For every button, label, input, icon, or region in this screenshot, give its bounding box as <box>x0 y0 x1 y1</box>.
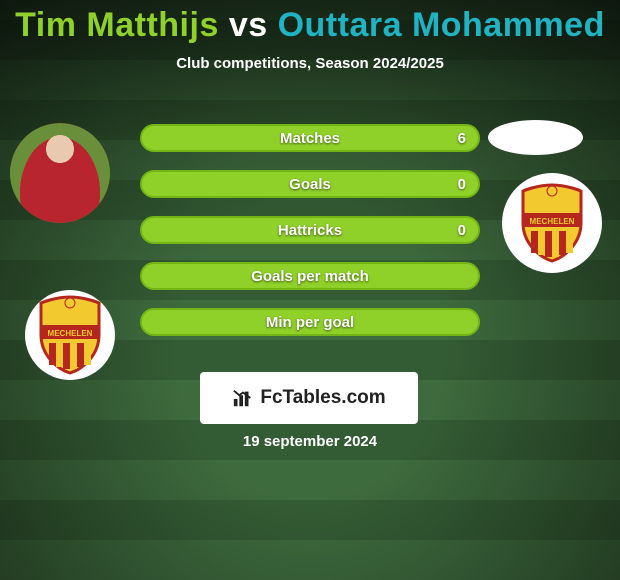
svg-text:MECHELEN: MECHELEN <box>530 217 575 226</box>
player2-club-crest: MECHELEN <box>502 173 602 273</box>
stat-bar-matches: Matches 6 <box>140 124 480 152</box>
stat-bar-goals-per-match: Goals per match <box>140 262 480 290</box>
source-badge-text: FcTables.com <box>260 387 385 409</box>
shield-icon: MECHELEN <box>35 295 105 375</box>
page-title: Tim Matthijs vs Outtara Mohammed <box>0 0 620 45</box>
player1-club-crest: MECHELEN <box>25 290 115 380</box>
player2-photo <box>488 120 583 155</box>
title-player2: Outtara Mohammed <box>278 6 605 44</box>
stat-bar-hattricks: Hattricks 0 <box>140 216 480 244</box>
bar-label: Goals <box>289 176 331 193</box>
comparison-card: Tim Matthijs vs Outtara Mohammed Club co… <box>0 0 620 580</box>
bar-value: 0 <box>458 176 466 193</box>
source-badge: FcTables.com <box>200 372 418 424</box>
shield-icon: MECHELEN <box>517 183 587 263</box>
snapshot-date: 19 september 2024 <box>0 433 620 450</box>
bar-label: Matches <box>280 130 340 147</box>
bar-value: 0 <box>458 222 466 239</box>
bar-label: Hattricks <box>278 222 342 239</box>
svg-text:MECHELEN: MECHELEN <box>48 329 93 338</box>
bar-chart-icon <box>232 387 254 409</box>
bar-value: 6 <box>458 130 466 147</box>
stat-bar-goals: Goals 0 <box>140 170 480 198</box>
stat-bars: Matches 6 Goals 0 Hattricks 0 Goals per … <box>140 124 480 354</box>
bar-label: Goals per match <box>251 268 369 285</box>
bar-label: Min per goal <box>266 314 354 331</box>
stat-bar-min-per-goal: Min per goal <box>140 308 480 336</box>
player1-photo <box>10 123 110 223</box>
subtitle: Club competitions, Season 2024/2025 <box>0 55 620 72</box>
title-vs: vs <box>229 6 268 44</box>
title-player1: Tim Matthijs <box>15 6 219 44</box>
